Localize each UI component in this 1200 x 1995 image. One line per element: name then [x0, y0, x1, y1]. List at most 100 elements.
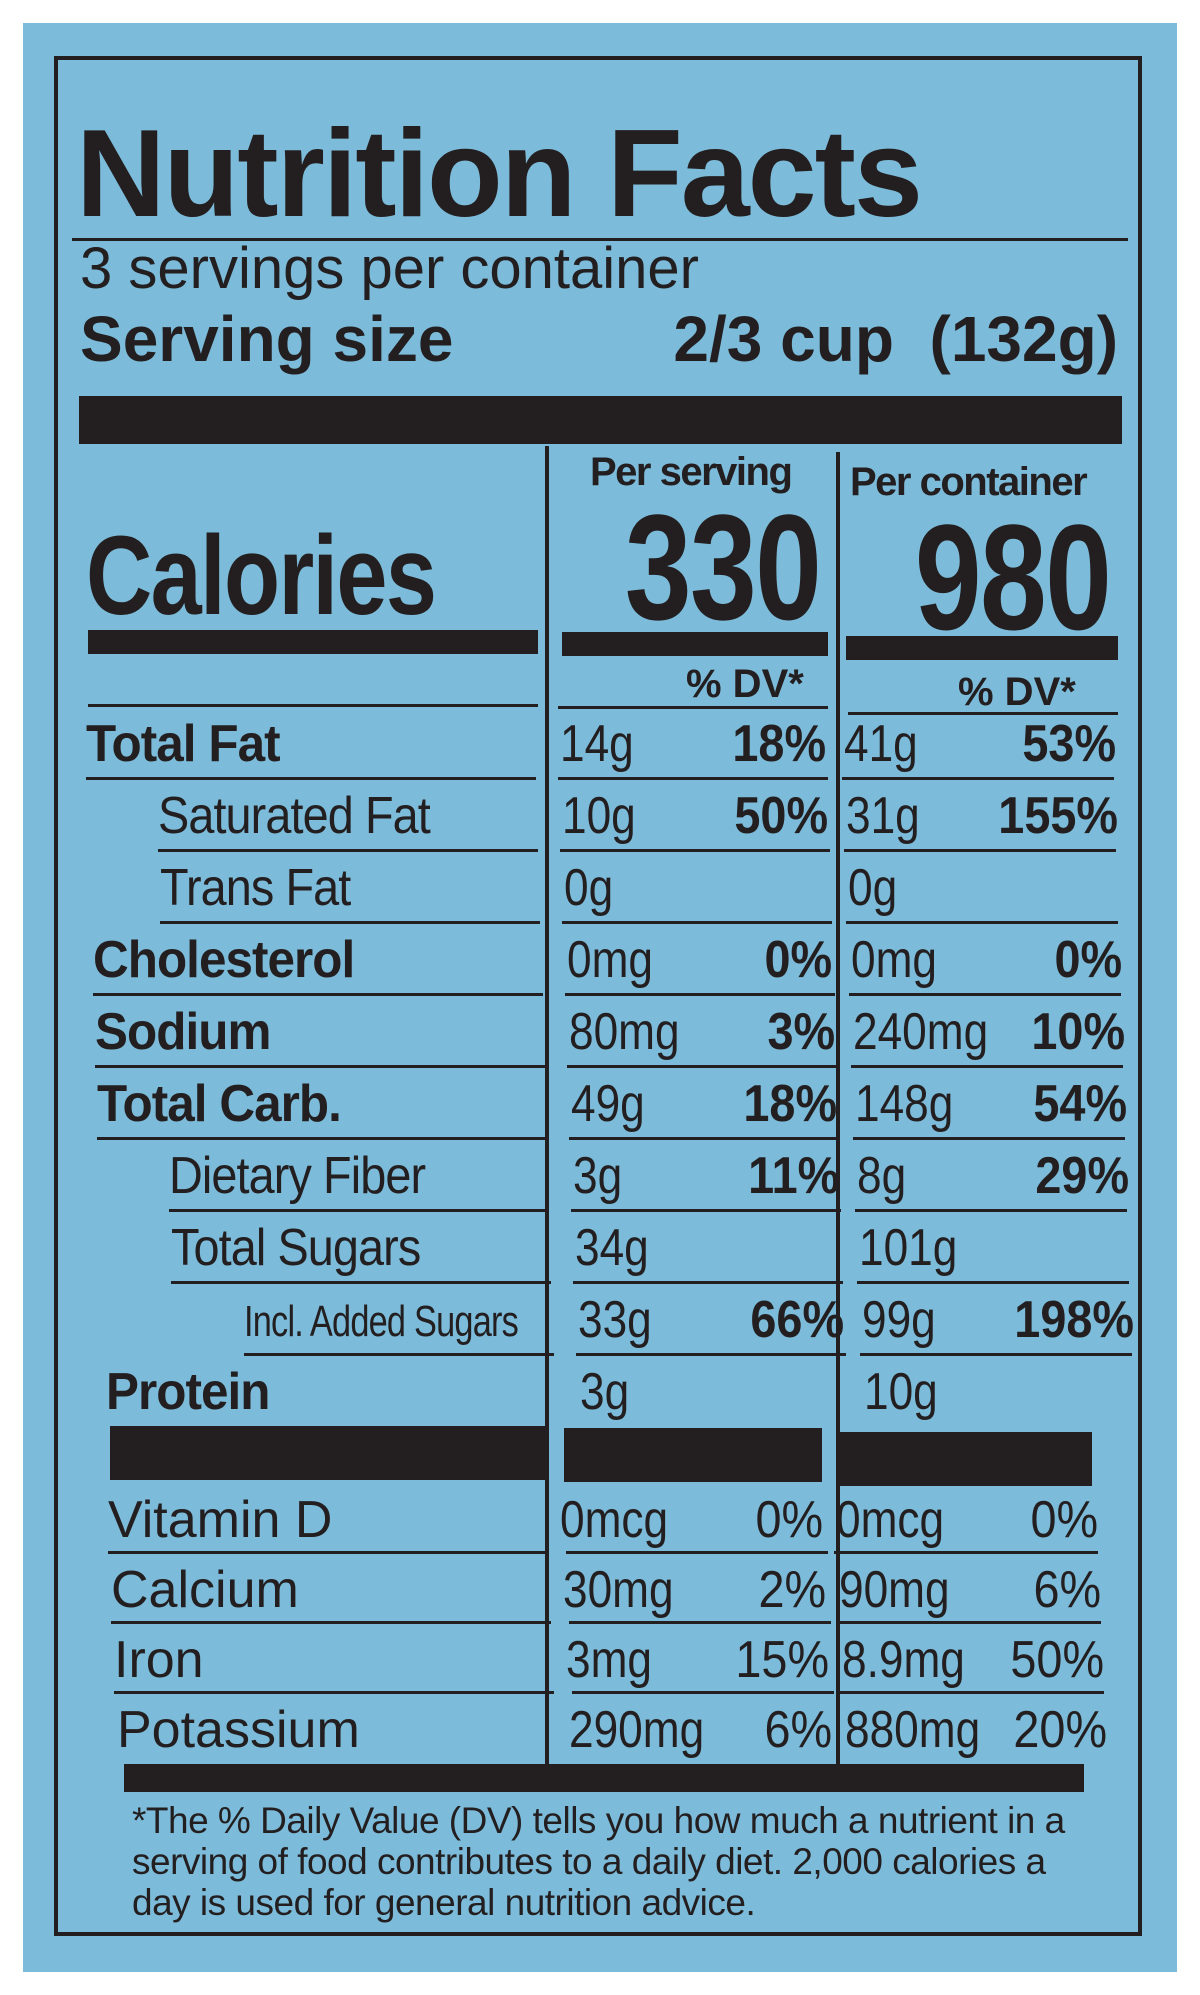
serving-dv: 2% [758, 1561, 826, 1619]
label-background [23, 23, 1177, 1972]
row-rule [853, 1137, 1125, 1140]
row-rule [569, 1621, 831, 1624]
container-dv: 155% [998, 787, 1119, 845]
container-dv: 29% [1035, 1147, 1130, 1205]
row-rule [111, 1621, 551, 1624]
container-dv: 50% [1010, 1631, 1104, 1689]
serving-amount: 0g [564, 859, 614, 917]
vitamin-row: Potassium 290mg 6% 880mg 20% [117, 1694, 1107, 1764]
footnote: *The % Daily Value (DV) tells you how mu… [132, 1800, 1065, 1923]
serving-dv: 50% [734, 787, 829, 845]
container-amount: 880mg [845, 1701, 981, 1759]
row-rule [92, 993, 543, 996]
rule [88, 704, 538, 707]
nutrient-row: Cholesterol 0mg 0% 0mg 0% [92, 924, 1123, 996]
per-serving-header: Per serving [590, 450, 793, 494]
row-rule [850, 1065, 1123, 1068]
serving-dv: 18% [732, 715, 826, 773]
row-rule [855, 1209, 1128, 1212]
row-rule [834, 1551, 1098, 1554]
nutrient-name: Saturated Fat [158, 787, 431, 845]
nutrient-row: Trans Fat 0g 0g [90, 852, 1120, 924]
container-dv: 20% [1013, 1701, 1107, 1759]
serving-amount: 0mcg [560, 1491, 669, 1549]
row-rule [840, 1691, 1104, 1694]
container-amount: 90mg [839, 1561, 950, 1619]
row-rule [86, 777, 536, 780]
thick-bar-vitamins-2 [564, 1428, 822, 1482]
nutrient-row: Total Fat 14g 18% 41g 53% [86, 708, 1116, 780]
container-amount: 99g [861, 1291, 936, 1349]
container-amount: 31g [846, 787, 920, 845]
nutrient-row: Total Carb. 49g 18% 148g 54% [97, 1068, 1127, 1140]
serving-amount: 30mg [563, 1561, 674, 1619]
row-rule [566, 1551, 828, 1554]
serving-dv: 18% [743, 1075, 837, 1133]
serving-amount: 33g [577, 1291, 652, 1349]
row-rule [573, 1281, 844, 1284]
serving-amount: 49g [571, 1075, 645, 1133]
rule [848, 712, 1118, 715]
serving-amount: 34g [575, 1219, 650, 1277]
column-divider-2 [836, 452, 840, 1764]
container-dv: 54% [1033, 1075, 1127, 1133]
calories-per-serving: 330 [624, 483, 822, 651]
row-rule [848, 993, 1121, 996]
serving-amount: 3g [573, 1147, 623, 1205]
row-rule [572, 1691, 834, 1694]
row-rule [564, 993, 835, 996]
nutrient-name: Sodium [94, 1003, 271, 1061]
row-rule [569, 1137, 839, 1140]
thick-bar-bottom [124, 1764, 1084, 1792]
serving-amount: 3mg [566, 1631, 652, 1689]
serving-dv: 11% [748, 1147, 840, 1205]
column-divider-1 [545, 446, 549, 1764]
serving-dv: 0% [755, 1491, 823, 1549]
serving-dv: 0% [764, 931, 833, 989]
container-amount: 240mg [852, 1003, 988, 1061]
nutrient-row: Sodium 80mg 3% 240mg 10% [94, 996, 1125, 1068]
container-dv: 0% [1054, 931, 1123, 989]
vitamin-name: Calcium [111, 1561, 299, 1619]
row-rule [94, 1065, 545, 1068]
nutrient-name: Trans Fat [160, 859, 351, 917]
row-rule [158, 849, 539, 852]
container-amount: 8g [857, 1147, 907, 1205]
row-rule [842, 777, 1114, 780]
row-rule [857, 1281, 1130, 1284]
row-rule [859, 1353, 1132, 1356]
row-rule [243, 1353, 554, 1356]
container-dv: 198% [1013, 1291, 1134, 1349]
row-rule [837, 1621, 1101, 1624]
per-container-header: Per container [850, 460, 1088, 504]
row-rule [97, 1137, 547, 1140]
serving-amount: 3g [579, 1363, 629, 1421]
serving-dv: 3% [767, 1003, 835, 1061]
row-rule [108, 1551, 548, 1554]
vitamin-name: Potassium [117, 1701, 360, 1759]
container-amount: 0mg [850, 931, 937, 989]
nutrient-row: Protein 3g 10g [106, 1356, 1136, 1428]
serving-dv: 6% [764, 1701, 832, 1759]
label-border [54, 56, 1142, 1936]
thick-bar-top [79, 396, 1122, 444]
servings-per-container: 3 servings per container [80, 236, 699, 301]
calories-label: Calories [86, 513, 437, 638]
serving-amount: 14g [560, 715, 634, 773]
row-rule [571, 1209, 842, 1212]
nutrient-name: Cholesterol [92, 931, 355, 989]
container-amount: 41g [844, 715, 918, 773]
nutrient-row: Dietary Fiber 3g 11% 8g 29% [99, 1140, 1129, 1212]
vitamin-row: Calcium 30mg 2% 90mg 6% [111, 1554, 1101, 1624]
serving-size-label: Serving size [80, 303, 454, 375]
serving-size-value: 2/3 cup (132g) [673, 303, 1118, 375]
row-rule [169, 1209, 550, 1212]
thick-bar-vitamins-1 [110, 1426, 548, 1480]
dv-header-container: % DV* [958, 670, 1076, 714]
vitamin-name: Vitamin D [108, 1491, 333, 1549]
container-amount: 0g [848, 859, 898, 917]
rule [558, 706, 828, 709]
calories-per-container: 980 [914, 493, 1112, 661]
nutrient-name: Incl. Added Sugars [243, 1297, 519, 1346]
label-title: Nutrition Facts [76, 105, 923, 243]
